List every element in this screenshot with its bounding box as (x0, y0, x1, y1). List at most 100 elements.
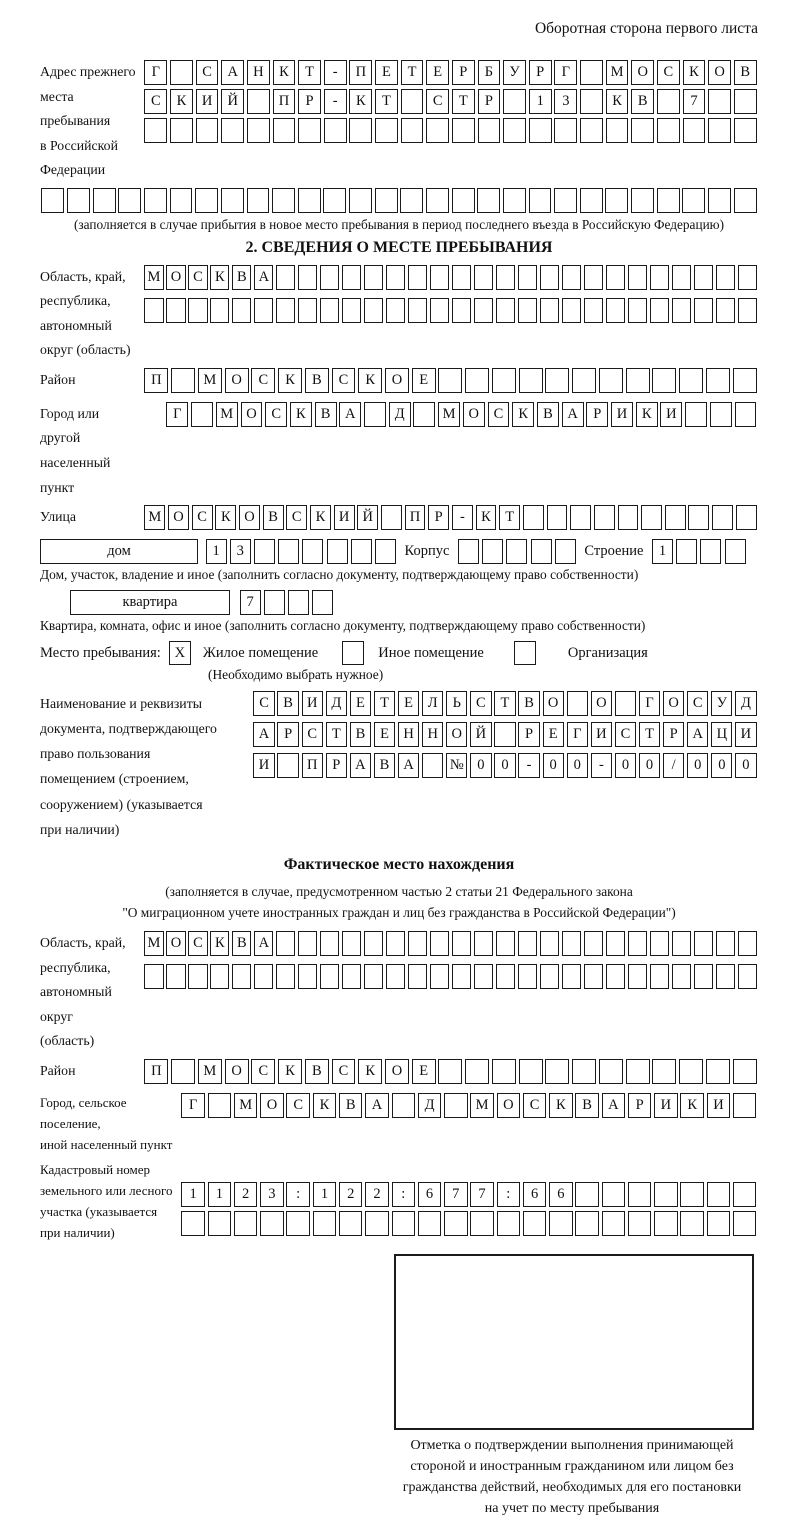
char-cell[interactable]: Л (422, 691, 444, 717)
char-cell[interactable]: Б (477, 60, 501, 85)
char-cell[interactable] (708, 118, 731, 143)
char-cell[interactable] (253, 539, 275, 565)
char-cell[interactable] (144, 964, 164, 990)
char-cell[interactable]: Р (325, 753, 347, 779)
char-cell[interactable] (570, 505, 592, 531)
char-cell[interactable] (708, 89, 731, 114)
char-cell[interactable]: Р (277, 722, 299, 748)
char-cell[interactable]: 0 (735, 753, 757, 779)
char-cell[interactable]: Е (411, 1059, 436, 1085)
char-cell[interactable] (477, 187, 501, 213)
char-cell[interactable] (715, 264, 735, 290)
char-cell[interactable] (400, 118, 424, 143)
char-cell[interactable]: М (144, 931, 164, 957)
char-cell[interactable] (583, 297, 603, 323)
char-cell[interactable] (539, 264, 560, 290)
char-cell[interactable] (682, 118, 706, 143)
char-cell[interactable]: К (278, 367, 303, 393)
char-cell[interactable]: Й (221, 89, 245, 114)
char-cell[interactable]: С (188, 264, 208, 290)
char-cell[interactable]: Р (451, 60, 475, 85)
char-cell[interactable] (171, 1059, 196, 1085)
char-cell[interactable] (473, 931, 494, 957)
char-cell[interactable] (706, 1182, 731, 1208)
char-cell[interactable] (364, 964, 384, 990)
char-cell[interactable]: М (197, 367, 222, 393)
char-cell[interactable] (323, 118, 347, 143)
char-cell[interactable] (625, 367, 650, 393)
char-cell[interactable]: И (660, 401, 683, 427)
char-cell[interactable]: К (475, 505, 497, 531)
char-cell[interactable]: 3 (554, 89, 578, 114)
char-cell[interactable] (656, 118, 680, 143)
char-cell[interactable] (575, 1182, 599, 1208)
char-cell[interactable] (375, 118, 398, 143)
char-cell[interactable]: 1 (205, 539, 227, 565)
char-cell[interactable]: К (210, 931, 230, 957)
char-cell[interactable]: П (144, 1059, 169, 1085)
char-cell[interactable]: Н (422, 722, 444, 748)
char-cell[interactable]: С (286, 1093, 310, 1119)
char-cell[interactable] (631, 187, 654, 213)
char-cell[interactable] (171, 367, 196, 393)
char-cell[interactable]: № (446, 753, 468, 779)
char-cell[interactable] (232, 297, 252, 323)
char-cell[interactable] (732, 1093, 757, 1119)
char-cell[interactable]: 0 (566, 753, 588, 779)
char-cell[interactable] (380, 505, 402, 531)
char-cell[interactable] (374, 187, 398, 213)
char-cell[interactable]: А (365, 1093, 389, 1119)
char-cell[interactable] (580, 118, 603, 143)
char-cell[interactable] (465, 367, 490, 393)
char-cell[interactable] (715, 931, 735, 957)
char-cell[interactable]: С (331, 1059, 356, 1085)
char-cell[interactable] (495, 931, 516, 957)
char-cell[interactable] (495, 964, 516, 990)
char-cell[interactable]: 7 (444, 1182, 468, 1208)
char-cell[interactable]: - (451, 505, 473, 531)
char-cell[interactable] (649, 297, 669, 323)
char-cell[interactable] (580, 89, 603, 114)
char-cell[interactable] (312, 590, 334, 616)
char-cell[interactable] (539, 931, 560, 957)
stay-option-residential-checkbox[interactable]: X (168, 641, 191, 666)
char-cell[interactable]: Й (470, 722, 492, 748)
char-cell[interactable] (682, 187, 706, 213)
char-cell[interactable] (572, 1059, 597, 1085)
char-cell[interactable] (583, 964, 603, 990)
char-cell[interactable]: С (265, 401, 288, 427)
char-cell[interactable]: Г (181, 1093, 205, 1119)
char-cell[interactable]: Е (349, 691, 372, 717)
char-cell[interactable] (732, 1182, 757, 1208)
char-cell[interactable] (320, 964, 340, 990)
char-cell[interactable] (298, 118, 321, 143)
char-cell[interactable] (583, 264, 603, 290)
char-cell[interactable] (503, 118, 526, 143)
char-cell[interactable] (170, 118, 193, 143)
char-cell[interactable]: Т (373, 691, 396, 717)
char-cell[interactable]: А (687, 722, 709, 748)
char-cell[interactable]: : (391, 1182, 415, 1208)
char-cell[interactable] (554, 539, 576, 565)
char-cell[interactable] (451, 187, 475, 213)
char-cell[interactable]: С (656, 60, 680, 85)
char-cell[interactable]: - (518, 753, 540, 779)
char-cell[interactable] (326, 539, 348, 565)
char-cell[interactable]: И (735, 722, 757, 748)
char-cell[interactable]: К (682, 60, 706, 85)
char-cell[interactable]: Р (528, 60, 552, 85)
char-cell[interactable] (705, 367, 730, 393)
stay-option-other-checkbox[interactable] (342, 641, 365, 666)
char-cell[interactable] (386, 964, 406, 990)
char-cell[interactable]: Д (417, 1093, 442, 1119)
char-cell[interactable]: Р (586, 401, 609, 427)
char-cell[interactable] (349, 187, 372, 213)
char-cell[interactable] (276, 264, 296, 290)
char-cell[interactable]: С (426, 89, 450, 114)
char-cell[interactable] (709, 401, 732, 427)
char-cell[interactable] (429, 931, 450, 957)
char-cell[interactable] (679, 367, 704, 393)
char-cell[interactable] (627, 297, 647, 323)
char-cell[interactable]: Н (397, 722, 420, 748)
char-cell[interactable] (656, 187, 680, 213)
